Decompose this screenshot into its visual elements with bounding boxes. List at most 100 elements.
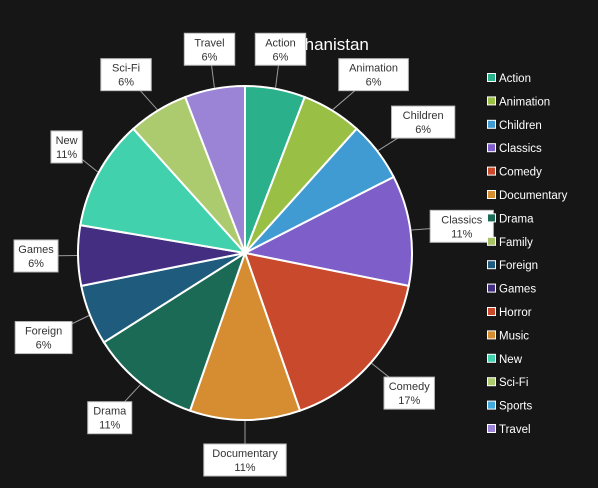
legend-item-music: Music xyxy=(487,330,529,342)
data-label-category: Games xyxy=(18,244,54,256)
legend-item-sci-fi: Sci-Fi xyxy=(487,377,528,389)
legend-label: Animation xyxy=(499,96,550,108)
data-label-category: Comedy xyxy=(389,381,430,393)
data-label-category: Foreign xyxy=(25,326,62,338)
data-label-animation: Animation 6% xyxy=(332,58,409,111)
legend-item-travel: Travel xyxy=(487,424,531,436)
legend-swatch xyxy=(487,353,496,363)
legend-swatch xyxy=(487,213,496,223)
data-label-box xyxy=(14,321,73,355)
legend-swatch xyxy=(487,330,496,340)
legend-label: Drama xyxy=(499,213,534,225)
data-label-callouts: Action 6% Animation 6% Children 6% Classics 11%… xyxy=(13,32,494,477)
legend-item-drama: Drama xyxy=(487,213,534,225)
legend-label: Sci-Fi xyxy=(499,377,528,389)
chart-legend: Action Animation Children Classics Comedy Doc… xyxy=(487,73,568,436)
legend-swatch xyxy=(487,260,496,270)
data-label-children: Children 6% xyxy=(377,105,456,151)
data-label-category: Classics xyxy=(441,214,482,226)
data-label-box xyxy=(87,401,133,435)
legend-swatch xyxy=(487,143,496,153)
legend-label: Action xyxy=(499,73,531,85)
data-label-box xyxy=(100,58,152,92)
data-label-box xyxy=(50,130,83,164)
data-label-box xyxy=(391,105,456,139)
legend-swatch xyxy=(487,283,496,293)
data-label-value: 11% xyxy=(234,462,255,474)
legend-item-documentary: Documentary xyxy=(487,190,568,202)
legend-swatch xyxy=(487,236,496,246)
data-label-travel: Travel 6% xyxy=(183,32,236,88)
data-label-category: Drama xyxy=(93,406,127,418)
legend-label: Horror xyxy=(499,307,532,319)
data-label-box xyxy=(183,32,236,66)
legend-swatch xyxy=(487,424,496,433)
legend-swatch xyxy=(487,307,496,316)
data-label-classics: Classics 11% xyxy=(411,209,494,243)
legend-label: Comedy xyxy=(499,167,542,179)
legend-swatch xyxy=(487,377,496,387)
pie-slice-comedy xyxy=(243,251,410,412)
data-label-documentary: Documentary 11% xyxy=(203,421,287,477)
pie-slice-drama xyxy=(102,250,247,412)
data-label-foreign: Foreign 6% xyxy=(14,315,90,355)
legend-swatch xyxy=(487,96,496,106)
data-label-category: Action xyxy=(265,37,296,49)
data-label-box xyxy=(13,239,59,273)
data-label-sci-fi: Sci-Fi 6% xyxy=(100,58,158,111)
legend-swatch xyxy=(487,166,496,176)
pie-slice-documentary xyxy=(188,249,302,421)
legend-item-new: New xyxy=(487,353,523,366)
legend-label: Sports xyxy=(499,401,532,413)
legend-label: Foreign xyxy=(499,260,538,272)
data-label-category: Animation xyxy=(349,63,398,75)
data-label-value: 17% xyxy=(398,395,420,407)
legend-item-animation: Animation xyxy=(487,96,550,108)
pie-slices xyxy=(77,84,413,421)
data-label-value: 6% xyxy=(202,51,218,63)
legend-swatch xyxy=(487,119,496,129)
legend-item-horror: Horror xyxy=(487,307,532,319)
data-label-value: 6% xyxy=(36,340,52,352)
legend-label: Music xyxy=(499,330,529,342)
legend-label: New xyxy=(499,354,523,366)
legend-item-family: Family xyxy=(487,236,533,249)
data-label-value: 6% xyxy=(366,77,382,89)
data-label-value: 6% xyxy=(273,51,289,63)
data-label-action: Action 6% xyxy=(254,32,307,88)
legend-label: Classics xyxy=(499,143,542,155)
pie-slice-classics xyxy=(241,175,413,288)
legend-item-comedy: Comedy xyxy=(487,166,542,179)
data-label-box xyxy=(254,32,307,66)
legend-label: Travel xyxy=(499,424,531,436)
data-label-drama: Drama 11% xyxy=(87,384,141,435)
legend-item-classics: Classics xyxy=(487,143,542,155)
data-label-box xyxy=(429,209,494,243)
data-label-category: Documentary xyxy=(212,448,278,460)
legend-item-sports: Sports xyxy=(487,400,532,413)
data-label-category: Children xyxy=(403,110,444,122)
pie-slice-travel xyxy=(183,84,246,254)
data-label-value: 11% xyxy=(56,149,77,161)
legend-item-children: Children xyxy=(487,119,542,132)
data-label-value: 6% xyxy=(118,77,134,89)
legend-label: Games xyxy=(499,284,536,296)
data-label-games: Games 6% xyxy=(13,239,78,273)
data-label-value: 11% xyxy=(451,228,472,240)
data-label-box xyxy=(383,376,435,410)
legend-item-action: Action xyxy=(487,73,531,85)
legend-label: Documentary xyxy=(499,190,568,202)
data-label-comedy: Comedy 17% xyxy=(371,362,435,410)
legend-label: Children xyxy=(499,120,542,132)
legend-swatch xyxy=(487,190,496,199)
pie-slice-new xyxy=(79,127,248,255)
data-label-new: New 11% xyxy=(50,130,99,173)
data-label-value: 6% xyxy=(415,124,431,136)
data-label-value: 11% xyxy=(99,420,120,432)
data-label-category: Travel xyxy=(194,37,224,49)
legend-item-games: Games xyxy=(487,283,536,296)
data-label-box xyxy=(203,443,287,477)
legend-item-foreign: Foreign xyxy=(487,260,538,272)
legend-label: Family xyxy=(499,237,533,249)
